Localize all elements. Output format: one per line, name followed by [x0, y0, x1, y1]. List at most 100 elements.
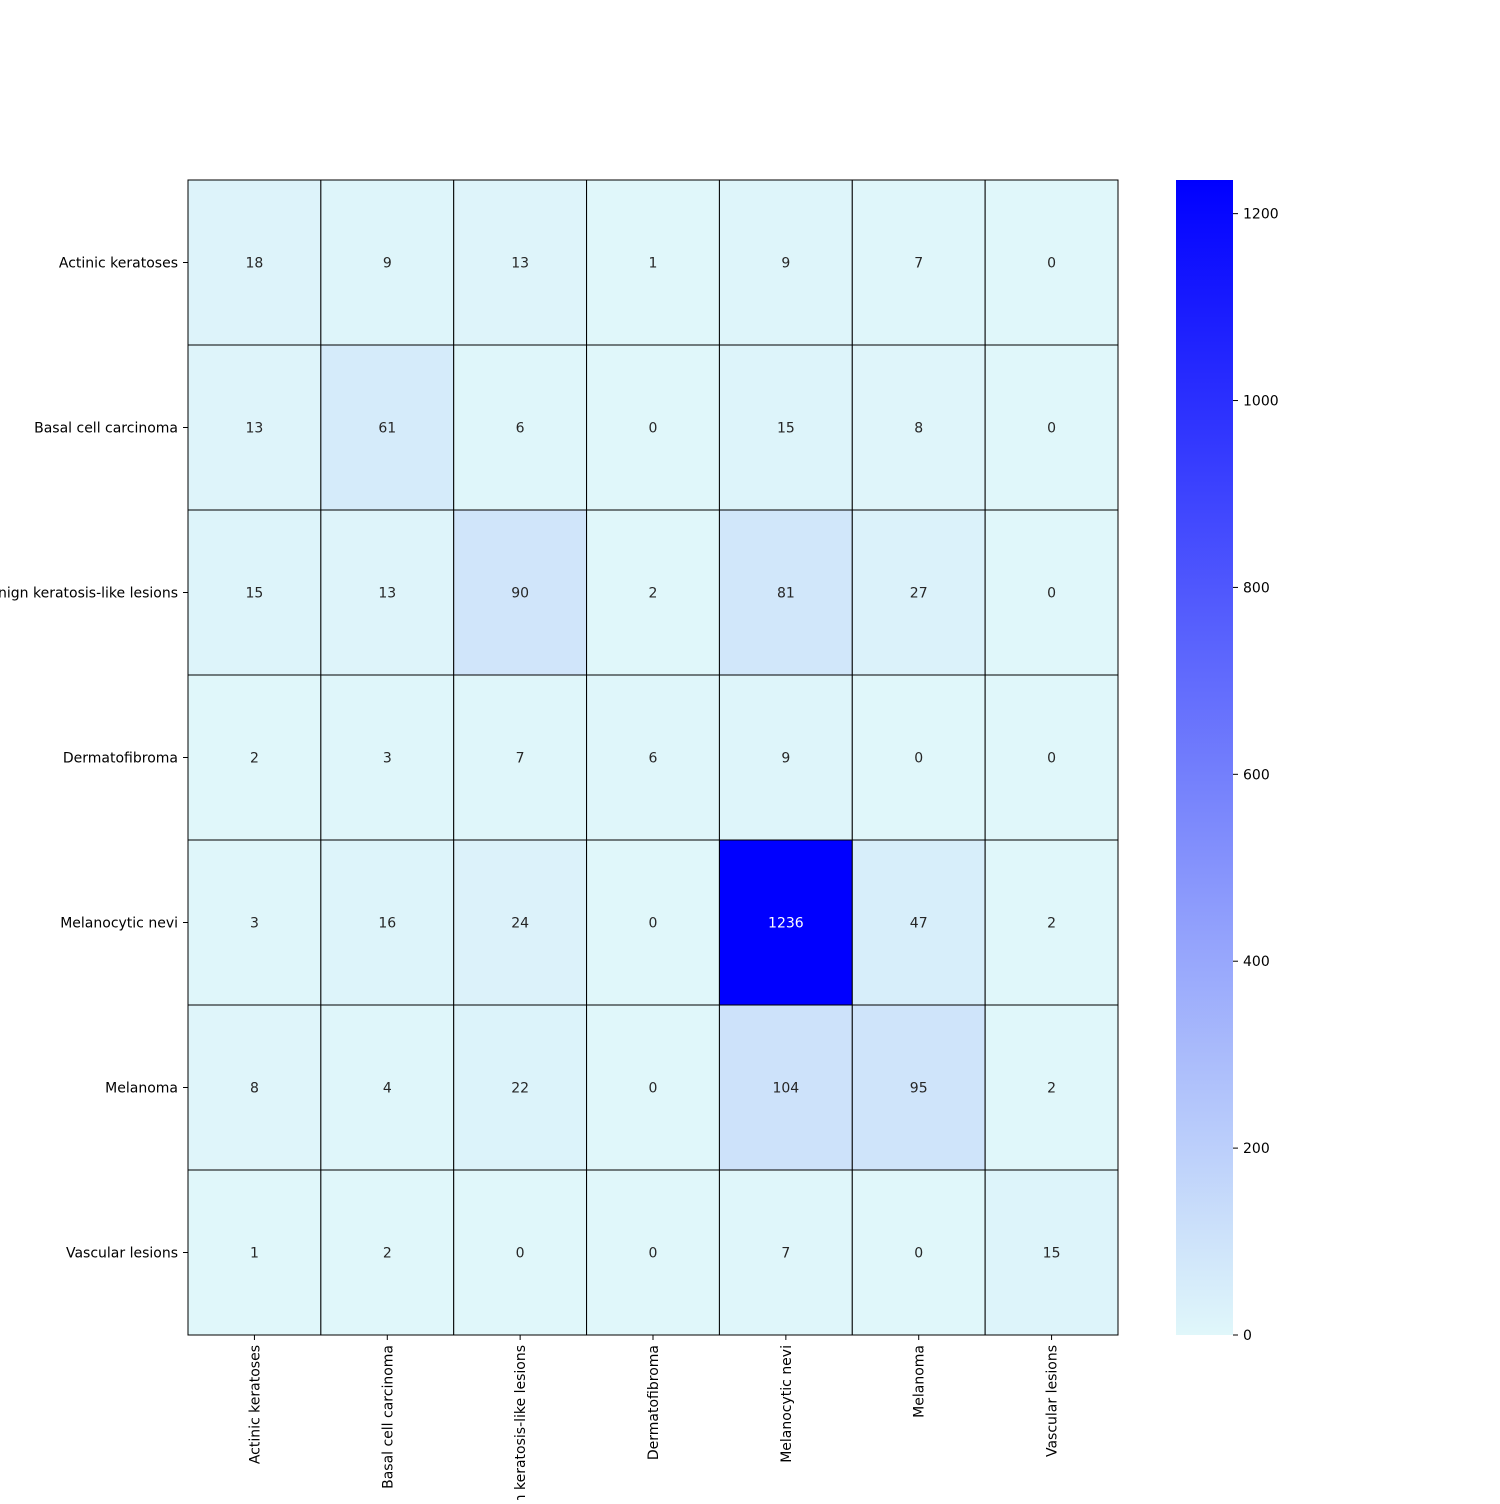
cell-value-label: 0	[914, 751, 923, 767]
column-label: Melanoma	[912, 1345, 928, 1418]
cell-value-label: 2	[383, 1246, 392, 1262]
cell-value-label: 47	[910, 916, 928, 932]
cell-value-label: 1	[250, 1246, 259, 1262]
cell-value-label: 2	[1047, 916, 1056, 932]
row-label: Melanocytic nevi	[60, 916, 178, 932]
heatmap-cell-r0-c6	[984, 179, 1119, 346]
cell-value-label: 13	[511, 256, 529, 272]
colorbar-gradient	[1176, 180, 1233, 1335]
heatmap-cell-r1-c5	[851, 344, 986, 511]
cell-value-label: 9	[781, 256, 790, 272]
column-label: Dermatofibroma	[646, 1345, 662, 1460]
cell-value-label: 95	[910, 1081, 928, 1097]
heatmap-cell-r5-c1	[320, 1004, 455, 1171]
cell-value-label: 6	[649, 751, 658, 767]
heatmap-cell-r3-c0	[187, 674, 322, 841]
cell-value-label: 13	[246, 421, 264, 437]
colorbar: 0 200 400 600 800 1000 1200	[1176, 180, 1279, 1344]
heatmap-cell-r0-c4	[718, 179, 853, 346]
cell-value-label: 2	[649, 586, 658, 602]
heatmap-cell-r6-c5	[851, 1169, 986, 1336]
cell-value-label: 7	[781, 1246, 790, 1262]
heatmap-cell-r5-c6	[984, 1004, 1119, 1171]
cell-value-label: 2	[1047, 1081, 1056, 1097]
row-label: Basal cell carcinoma	[34, 421, 178, 437]
cell-value-label: 8	[250, 1081, 259, 1097]
cell-value-label: 0	[1047, 586, 1056, 602]
row-labels: Actinic keratoses Basal cell carcinoma Ben…	[0, 256, 188, 1262]
cell-value-label: 9	[781, 751, 790, 767]
colorbar-tick-label: 0	[1243, 1328, 1252, 1344]
cell-value-label: 15	[1043, 1246, 1061, 1262]
heatmap-cell-r1-c0	[187, 344, 322, 511]
colorbar-tick-label: 400	[1243, 954, 1270, 970]
cell-value-label: 81	[777, 586, 795, 602]
cell-value-label: 104	[772, 1081, 799, 1097]
cell-value-label: 6	[516, 421, 525, 437]
heatmap-cell-r3-c1	[320, 674, 455, 841]
colorbar-tick-label: 800	[1243, 580, 1270, 596]
column-label: Vascular lesions	[1045, 1345, 1061, 1457]
cell-value-label: 24	[511, 916, 529, 932]
heatmap-cell-r5-c4	[718, 1004, 853, 1171]
heatmap-cell-r6-c4	[718, 1169, 853, 1336]
heatmap-cell-r5-c2	[453, 1004, 588, 1171]
heatmap-cell-r4-c5	[851, 839, 986, 1006]
colorbar-tick-label: 600	[1243, 767, 1270, 783]
heatmap-cell-r0-c2	[453, 179, 588, 346]
cell-value-label: 9	[383, 256, 392, 272]
cell-value-label: 18	[246, 256, 264, 272]
column-labels: Actinic keratoses Basal cell carcinoma Ben…	[247, 1335, 1061, 1504]
cell-value-label: 2	[250, 751, 259, 767]
heatmap-cell-r6-c1	[320, 1169, 455, 1336]
colorbar-tick-label: 200	[1243, 1141, 1270, 1157]
cell-value-label: 4	[383, 1081, 392, 1097]
cell-value-label: 1236	[768, 916, 804, 932]
cell-value-label: 27	[910, 586, 928, 602]
row-label: Benign keratosis-like lesions	[0, 586, 178, 602]
cell-value-label: 0	[1047, 421, 1056, 437]
heatmap-cell-r2-c4	[718, 509, 853, 676]
cell-value-label: 7	[914, 256, 923, 272]
heatmap-cell-r6-c3	[586, 1169, 720, 1336]
heatmap-cell-r4-c0	[187, 839, 322, 1006]
cell-value-label: 13	[378, 586, 396, 602]
heatmap-cell-r5-c3	[586, 1004, 720, 1171]
cell-value-label: 15	[777, 421, 795, 437]
cell-value-label: 15	[246, 586, 264, 602]
heatmap-cell-r3-c5	[851, 674, 986, 841]
heatmap-cell-r5-c0	[187, 1004, 322, 1171]
heatmap-cell-r1-c2	[453, 344, 588, 511]
heatmap-cell-r3-c6	[984, 674, 1119, 841]
column-label: Benign keratosis-like lesions	[513, 1345, 529, 1500]
heatmap-cells: 18 9 13 1 9 7 013 61 6 0 15 8 015 13 90 2 81 27 02 3 7 6 9 0 03 1…	[187, 179, 1119, 1336]
cell-value-label: 22	[511, 1081, 529, 1097]
cell-value-label: 1	[649, 256, 658, 272]
row-label: Vascular lesions	[66, 1246, 178, 1262]
cell-value-label: 0	[1047, 751, 1056, 767]
heatmap-cell-r2-c0	[187, 509, 322, 676]
heatmap-cell-r1-c4	[718, 344, 853, 511]
cell-value-label: 0	[649, 916, 658, 932]
heatmap-cell-r2-c6	[984, 509, 1119, 676]
cell-value-label: 7	[516, 751, 525, 767]
heatmap-cell-r0-c1	[320, 179, 455, 346]
heatmap-cell-r2-c2	[453, 509, 588, 676]
column-label: Basal cell carcinoma	[380, 1345, 396, 1489]
heatmap-cell-r4-c2	[453, 839, 588, 1006]
heatmap-cell-r2-c5	[851, 509, 986, 676]
heatmap-cell-r3-c3	[586, 674, 720, 841]
cell-value-label: 0	[516, 1246, 525, 1262]
cell-value-label: 0	[649, 421, 658, 437]
cell-value-label: 0	[1047, 256, 1056, 272]
row-label: Melanoma	[105, 1081, 178, 1097]
column-label: Actinic keratoses	[247, 1345, 263, 1464]
heatmap-cell-r2-c3	[586, 509, 720, 676]
row-label: Actinic keratoses	[59, 256, 178, 272]
heatmap-cell-r1-c6	[984, 344, 1119, 511]
cell-value-label: 16	[378, 916, 396, 932]
heatmap-cell-r0-c5	[851, 179, 986, 346]
heatmap-cell-r0-c0	[187, 179, 322, 346]
